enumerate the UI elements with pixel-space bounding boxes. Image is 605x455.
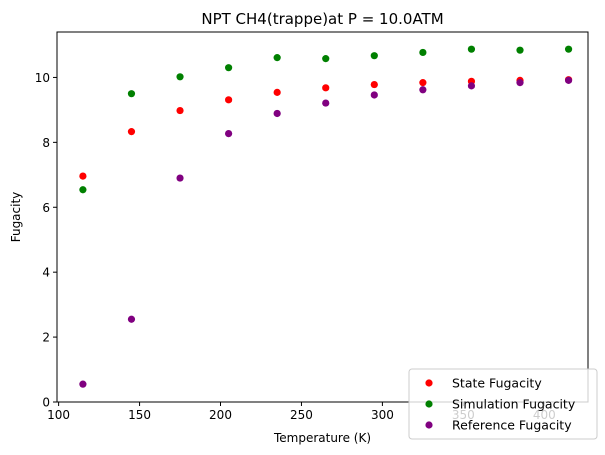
x-tick-label: 200: [209, 408, 232, 422]
reference-fugacity-point: [322, 99, 330, 107]
simulation-fugacity-point: [322, 55, 330, 63]
reference-fugacity-point: [127, 315, 136, 323]
x-tick-label: 150: [128, 408, 151, 422]
simulation-fugacity-point: [467, 45, 476, 53]
reference-fugacity-point: [176, 174, 184, 182]
reference-fugacity-point: [564, 76, 573, 84]
simulation-fugacity-point: [273, 54, 281, 62]
simulation-fugacity-point: [127, 90, 136, 98]
x-tick-label: 250: [290, 408, 313, 422]
simulation-fugacity-point: [225, 64, 233, 72]
y-axis-label: Fugacity: [9, 192, 23, 243]
x-tick-label: 100: [47, 408, 70, 422]
legend-box: [408, 368, 598, 440]
legend-marker: [425, 400, 433, 408]
reference-fugacity-point: [419, 86, 427, 94]
state-fugacity-point: [370, 80, 378, 89]
y-tick-label: 0: [42, 396, 50, 410]
reference-fugacity-point: [467, 82, 476, 90]
legend-marker: [425, 421, 433, 429]
state-fugacity-point: [176, 106, 184, 115]
x-axis-label: Temperature (K): [273, 431, 371, 445]
legend-label: Simulation Fugacity: [452, 397, 576, 412]
reference-fugacity-point: [516, 79, 524, 87]
y-tick-label: 6: [42, 201, 50, 215]
legend-label: State Fugacity: [452, 376, 542, 391]
chart-title: NPT CH4(trappe)at P = 10.0ATM: [201, 10, 443, 28]
state-fugacity-point: [322, 84, 330, 92]
simulation-fugacity-point: [419, 48, 427, 57]
reference-fugacity-point: [79, 380, 87, 388]
state-fugacity-point: [225, 96, 233, 104]
state-fugacity-point: [419, 79, 427, 87]
legend: State Fugacity Simulation Fugacity Referen…: [408, 368, 598, 440]
y-tick-label: 10: [35, 71, 50, 85]
simulation-fugacity-point: [370, 52, 378, 60]
reference-fugacity-point: [225, 129, 233, 138]
legend-marker: [425, 379, 433, 387]
simulation-fugacity-point: [516, 46, 524, 54]
x-tick-label: 300: [371, 408, 394, 422]
y-tick-label: 8: [42, 136, 50, 150]
simulation-fugacity-point: [79, 186, 87, 194]
state-fugacity-point: [127, 128, 136, 136]
reference-fugacity-point: [370, 91, 378, 99]
y-tick-label: 2: [42, 331, 50, 345]
axes-frame: [56, 31, 589, 403]
y-tick-label: 4: [42, 266, 50, 280]
legend-label: Reference Fugacity: [452, 418, 572, 433]
state-fugacity-point: [273, 88, 281, 96]
simulation-fugacity-point: [176, 73, 184, 81]
simulation-fugacity-point: [564, 45, 573, 53]
reference-fugacity-point: [273, 109, 281, 118]
state-fugacity-point: [79, 172, 87, 180]
